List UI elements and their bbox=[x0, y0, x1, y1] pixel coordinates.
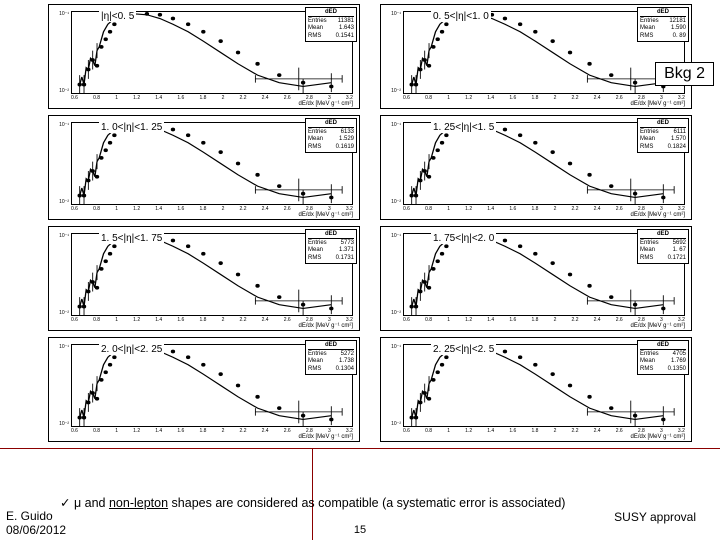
stats-mean: Mean1.738 bbox=[308, 358, 354, 365]
eta-range-label: 0. 5<|η|<1. 0 bbox=[431, 11, 491, 22]
rule-vertical bbox=[312, 448, 313, 540]
author-name: E. Guido bbox=[6, 510, 66, 524]
stats-title: dED bbox=[308, 120, 354, 128]
chart-panel: 0. 5<|η|<1. 0 dED Entries12181 Mean1.590… bbox=[380, 4, 692, 109]
footer-text-b: shapes are considered as compatible (a s… bbox=[168, 496, 565, 510]
check-icon: ✓ bbox=[60, 496, 70, 510]
stats-box: dED Entries12181 Mean1.590 RMS0. 89 bbox=[637, 7, 689, 42]
x-axis-label: dE/dx [MeV g⁻¹ cm²] bbox=[630, 100, 685, 107]
footer-conclusion: ✓ μ and non-lepton shapes are considered… bbox=[60, 495, 716, 510]
y-axis-ticks: 10⁻¹10⁻² bbox=[51, 233, 69, 316]
author-date: 08/06/2012 bbox=[6, 524, 66, 538]
stats-box: dED Entries11381 Mean1.643 RMS0.1541 bbox=[305, 7, 357, 42]
y-axis-ticks: 10⁻¹10⁻² bbox=[51, 122, 69, 205]
stats-rms: RMS0.1731 bbox=[308, 255, 354, 262]
stats-mean: Mean1.570 bbox=[640, 136, 686, 143]
x-axis-label: dE/dx [MeV g⁻¹ cm²] bbox=[630, 211, 685, 218]
y-axis-ticks: 10⁻¹10⁻² bbox=[383, 122, 401, 205]
stats-mean: Mean1.371 bbox=[308, 247, 354, 254]
chart-panel: 1. 75<|η|<2. 0 dED Entries5692 Mean1. 67… bbox=[380, 226, 692, 331]
bkg-label: Bkg 2 bbox=[655, 62, 714, 86]
stats-entries: Entries5692 bbox=[640, 240, 686, 247]
stats-rms: RMS0.1619 bbox=[308, 144, 354, 151]
rule-horizontal bbox=[0, 448, 720, 449]
stats-mean: Mean1. 67 bbox=[640, 247, 686, 254]
x-axis-label: dE/dx [MeV g⁻¹ cm²] bbox=[298, 211, 353, 218]
stats-mean: Mean1.529 bbox=[308, 136, 354, 143]
stats-mean: Mean1.643 bbox=[308, 25, 354, 32]
stats-rms: RMS0. 89 bbox=[640, 33, 686, 40]
author-block: E. Guido 08/06/2012 bbox=[6, 510, 66, 538]
stats-entries: Entries6111 bbox=[640, 129, 686, 136]
stats-title: dED bbox=[308, 9, 354, 17]
eta-range-label: 1. 75<|η|<2. 0 bbox=[431, 233, 496, 244]
stats-entries: Entries6133 bbox=[308, 129, 354, 136]
eta-range-label: |η|<0. 5 bbox=[99, 11, 136, 22]
y-axis-ticks: 10⁻¹10⁻² bbox=[383, 344, 401, 427]
stats-mean: Mean1.769 bbox=[640, 358, 686, 365]
stats-title: dED bbox=[308, 231, 354, 239]
x-axis-label: dE/dx [MeV g⁻¹ cm²] bbox=[298, 100, 353, 107]
footer-text-underline: non-lepton bbox=[109, 496, 168, 510]
stats-title: dED bbox=[640, 231, 686, 239]
chart-panel: 1. 5<|η|<1. 75 dED Entries5773 Mean1.371… bbox=[48, 226, 360, 331]
approval-label: SUSY approval bbox=[614, 510, 696, 524]
stats-title: dED bbox=[640, 9, 686, 17]
x-axis-label: dE/dx [MeV g⁻¹ cm²] bbox=[298, 322, 353, 329]
stats-rms: RMS0.1824 bbox=[640, 144, 686, 151]
x-axis-label: dE/dx [MeV g⁻¹ cm²] bbox=[630, 322, 685, 329]
chart-panel: 2. 0<|η|<2. 25 dED Entries5272 Mean1.738… bbox=[48, 337, 360, 442]
stats-mean: Mean1.590 bbox=[640, 25, 686, 32]
y-axis-ticks: 10⁻¹10⁻² bbox=[383, 11, 401, 94]
eta-range-label: 1. 25<|η|<1. 5 bbox=[431, 122, 496, 133]
stats-box: dED Entries5773 Mean1.371 RMS0.1731 bbox=[305, 229, 357, 264]
stats-entries: Entries12181 bbox=[640, 18, 686, 25]
footer-text-a: μ and bbox=[74, 496, 109, 510]
stats-box: dED Entries6133 Mean1.529 RMS0.1619 bbox=[305, 118, 357, 153]
y-axis-ticks: 10⁻¹10⁻² bbox=[51, 11, 69, 94]
stats-box: dED Entries4705 Mean1.769 RMS0.1350 bbox=[637, 340, 689, 375]
x-axis-label: dE/dx [MeV g⁻¹ cm²] bbox=[630, 433, 685, 440]
chart-panel: |η|<0. 5 dED Entries11381 Mean1.643 RMS0… bbox=[48, 4, 360, 109]
stats-rms: RMS0.1304 bbox=[308, 366, 354, 373]
stats-box: dED Entries5692 Mean1. 67 RMS0.1721 bbox=[637, 229, 689, 264]
stats-box: dED Entries5272 Mean1.738 RMS0.1304 bbox=[305, 340, 357, 375]
chart-panel: 1. 25<|η|<1. 5 dED Entries6111 Mean1.570… bbox=[380, 115, 692, 220]
stats-title: dED bbox=[308, 342, 354, 350]
stats-rms: RMS0.1350 bbox=[640, 366, 686, 373]
y-axis-ticks: 10⁻¹10⁻² bbox=[51, 344, 69, 427]
stats-title: dED bbox=[640, 342, 686, 350]
eta-range-label: 2. 0<|η|<2. 25 bbox=[99, 344, 164, 355]
page-number: 15 bbox=[354, 524, 366, 536]
eta-range-label: 1. 0<|η|<1. 25 bbox=[99, 122, 164, 133]
y-axis-ticks: 10⁻¹10⁻² bbox=[383, 233, 401, 316]
stats-title: dED bbox=[640, 120, 686, 128]
stats-entries: Entries5272 bbox=[308, 351, 354, 358]
chart-panel: 2. 25<|η|<2. 5 dED Entries4705 Mean1.769… bbox=[380, 337, 692, 442]
panel-grid: |η|<0. 5 dED Entries11381 Mean1.643 RMS0… bbox=[0, 0, 720, 442]
eta-range-label: 1. 5<|η|<1. 75 bbox=[99, 233, 164, 244]
stats-entries: Entries5773 bbox=[308, 240, 354, 247]
chart-panel: 1. 0<|η|<1. 25 dED Entries6133 Mean1.529… bbox=[48, 115, 360, 220]
x-axis-label: dE/dx [MeV g⁻¹ cm²] bbox=[298, 433, 353, 440]
eta-range-label: 2. 25<|η|<2. 5 bbox=[431, 344, 496, 355]
stats-rms: RMS0.1721 bbox=[640, 255, 686, 262]
stats-entries: Entries4705 bbox=[640, 351, 686, 358]
stats-entries: Entries11381 bbox=[308, 18, 354, 25]
stats-box: dED Entries6111 Mean1.570 RMS0.1824 bbox=[637, 118, 689, 153]
stats-rms: RMS0.1541 bbox=[308, 33, 354, 40]
